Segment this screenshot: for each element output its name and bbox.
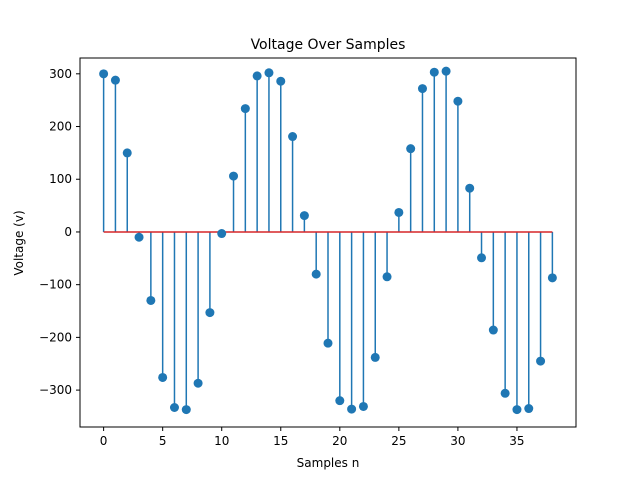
stem-marker (110, 75, 120, 85)
x-tick-label: 30 (450, 434, 465, 448)
y-tick-label: 300 (49, 67, 72, 81)
y-tick-label: −100 (39, 278, 72, 292)
stem-marker (193, 378, 203, 388)
plot-area: 0 5 10 15 20 25 30 35 −300 −200 −100 0 100 200 300 (39, 66, 557, 448)
y-tick-label: 200 (49, 120, 72, 134)
stem-marker (134, 232, 144, 242)
stem-marker (417, 84, 427, 94)
stem-marker (382, 272, 392, 282)
stem-marker (406, 144, 416, 154)
x-tick-label: 25 (391, 434, 406, 448)
stem-marker (252, 71, 262, 81)
y-axis-label: Voltage (v) (12, 210, 26, 275)
stem-marker (441, 66, 451, 76)
x-tick-label: 10 (214, 434, 229, 448)
stem-marker (536, 356, 546, 366)
stem-marker (477, 253, 487, 263)
x-tick-label: 15 (273, 434, 288, 448)
x-tick-label: 20 (332, 434, 347, 448)
stem-marker (358, 401, 368, 411)
stem-marker (264, 68, 274, 78)
stem-marker (323, 338, 333, 348)
stem-marker (240, 104, 250, 114)
y-tick-label: −300 (39, 383, 72, 397)
stem-marker (370, 352, 380, 362)
x-axis-label: Samples n (297, 456, 360, 470)
stem-marker (229, 171, 239, 181)
stem-marker (488, 325, 498, 335)
x-tick-label: 35 (509, 434, 524, 448)
stem-marker (500, 388, 510, 398)
stem-marker (181, 405, 191, 415)
stem-marker (99, 69, 109, 79)
x-tick-label: 0 (100, 434, 108, 448)
stem-marker (547, 273, 557, 283)
y-tick-label: 0 (64, 225, 72, 239)
stem-marker (335, 396, 345, 406)
chart-title: Voltage Over Samples (251, 37, 406, 53)
stem-marker (205, 308, 215, 318)
stem-marker (217, 229, 227, 239)
y-tick-label: −200 (39, 330, 72, 344)
stem-marker (394, 207, 404, 217)
stem-marker (146, 295, 156, 305)
stem-marker (465, 183, 475, 193)
stem-marker (276, 76, 286, 86)
stem-marker (512, 405, 522, 415)
stem-marker (429, 67, 439, 77)
stem-marker (158, 372, 168, 382)
x-tick-label: 5 (159, 434, 167, 448)
y-tick-label: 100 (49, 172, 72, 186)
stem-marker (122, 148, 132, 158)
stem-marker (524, 404, 534, 414)
stem-marker (453, 96, 463, 106)
stem-marker (311, 269, 321, 279)
stem-marker (299, 211, 309, 221)
stem-marker (347, 404, 357, 414)
stem-marker (288, 132, 298, 142)
stem-marker (169, 402, 179, 412)
axes-frame (79, 57, 577, 428)
